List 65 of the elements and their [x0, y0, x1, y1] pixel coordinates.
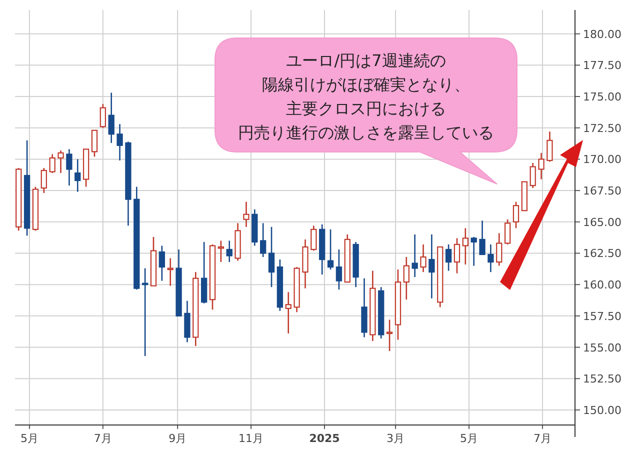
candlestick — [327, 228, 334, 270]
candlestick — [49, 154, 56, 174]
candlestick — [40, 167, 47, 194]
candlestick — [336, 248, 342, 290]
candlestick — [462, 228, 468, 266]
x-tick-label: 5月 — [20, 432, 38, 445]
candlestick — [66, 148, 72, 186]
candlestick — [243, 201, 250, 228]
y-tick-label: 160.00 — [583, 278, 622, 292]
candlestick — [108, 92, 114, 144]
y-tick-label: 165.00 — [583, 216, 622, 229]
candlestick — [158, 245, 166, 282]
candlestick — [268, 226, 275, 288]
annotation: 主要クロス円における — [286, 99, 446, 118]
candlestick — [504, 218, 511, 246]
annotation: ユーロ/円は7週連続の — [286, 51, 446, 70]
candlestick — [496, 232, 502, 266]
y-tick-label: 170.00 — [583, 153, 622, 166]
y-tick-label: 180.00 — [583, 28, 622, 41]
annotation: 陽線引けがほぼ確実となり、 — [262, 75, 470, 94]
candlestick — [454, 238, 460, 274]
candlestick — [218, 240, 224, 263]
candlestick — [488, 244, 494, 273]
candlestick — [546, 130, 553, 162]
candlestick — [58, 150, 64, 174]
candlestick — [530, 162, 536, 189]
annotation: 円売り進行の激しさを露呈している — [238, 123, 494, 142]
candlestick — [91, 130, 98, 158]
candlestick — [74, 158, 81, 192]
candlestick — [470, 236, 477, 266]
candlestick — [386, 319, 393, 352]
candlestick — [538, 152, 544, 180]
candlestick — [226, 240, 232, 263]
candlestick — [412, 234, 418, 278]
x-tick-label: 7月 — [533, 432, 552, 445]
y-tick-label: 152.50 — [583, 372, 622, 386]
y-tick-label: 175.00 — [583, 90, 622, 104]
candlestick — [445, 244, 452, 272]
x-tick-label: 7月 — [94, 432, 112, 445]
y-tick-label: 167.50 — [583, 184, 622, 198]
candlestick — [142, 268, 148, 357]
y-tick-label: 172.50 — [583, 122, 622, 135]
x-tick-label: 11月 — [238, 432, 264, 445]
candlestick — [285, 291, 292, 334]
y-tick-label: 155.00 — [583, 341, 622, 354]
candlestick — [512, 201, 520, 229]
candlestick — [479, 220, 486, 256]
candlestick — [184, 300, 190, 343]
x-tick-label: 9月 — [168, 432, 187, 445]
candlestick — [403, 256, 410, 300]
x-tick-label: 2025 — [309, 432, 340, 445]
candlestick — [167, 258, 174, 286]
y-tick-label: 150.00 — [583, 404, 622, 417]
candlestick — [200, 241, 208, 304]
y-tick-label: 177.50 — [583, 59, 622, 72]
candlestick — [428, 234, 435, 300]
y-tick-label: 162.50 — [583, 247, 622, 260]
candlestick — [310, 225, 317, 252]
candlestick — [420, 244, 426, 273]
candlestick — [100, 103, 106, 129]
y-tick-label: 157.50 — [583, 310, 622, 323]
candlestick — [260, 222, 266, 258]
x-tick-label: 3月 — [386, 432, 405, 445]
candlestick — [116, 123, 123, 162]
x-tick-label: 5月 — [460, 432, 478, 445]
